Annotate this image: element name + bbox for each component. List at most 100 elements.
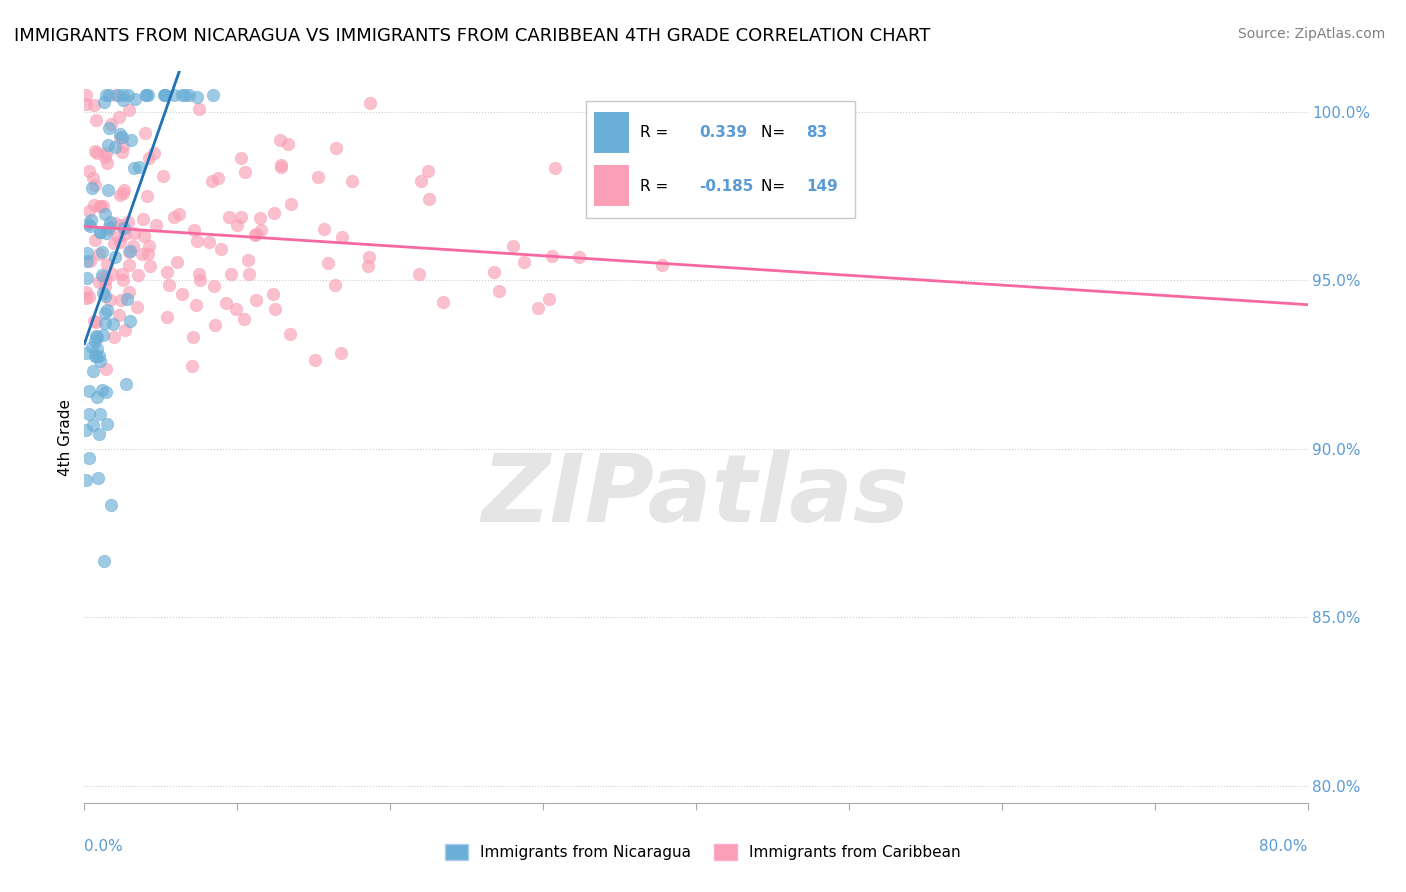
- Point: [359, 250, 381, 264]
- Point: [231, 151, 253, 165]
- Point: [408, 267, 430, 281]
- Point: [89, 225, 111, 239]
- Point: [110, 127, 132, 141]
- Point: [100, 117, 122, 131]
- Point: [323, 278, 346, 293]
- Point: [83, 314, 105, 328]
- Point: [77, 204, 100, 219]
- Point: [87, 247, 110, 261]
- Point: [110, 219, 132, 233]
- Point: [418, 193, 440, 207]
- Point: [502, 239, 524, 253]
- Point: [94, 384, 117, 399]
- Point: [218, 210, 240, 224]
- Point: [91, 328, 114, 343]
- Point: [98, 219, 121, 234]
- Point: [101, 318, 124, 332]
- Point: [537, 293, 560, 307]
- Point: [103, 236, 125, 251]
- Point: [82, 418, 104, 433]
- Point: [75, 423, 97, 437]
- Point: [96, 303, 118, 318]
- Point: [409, 174, 432, 188]
- Point: [166, 255, 188, 269]
- Point: [340, 174, 363, 188]
- Point: [108, 131, 131, 145]
- Point: [357, 259, 380, 273]
- Point: [82, 171, 104, 186]
- Point: [124, 92, 146, 106]
- Point: [98, 121, 121, 136]
- Point: [118, 313, 141, 327]
- Point: [186, 90, 208, 104]
- Point: [238, 268, 260, 282]
- Point: [110, 130, 132, 145]
- Point: [77, 164, 100, 178]
- Point: [80, 212, 103, 227]
- Point: [103, 250, 125, 264]
- Point: [89, 354, 111, 368]
- Point: [83, 198, 105, 212]
- Point: [142, 146, 165, 161]
- Point: [186, 235, 208, 249]
- Point: [91, 268, 114, 282]
- Point: [86, 145, 108, 160]
- Point: [89, 226, 111, 240]
- Point: [97, 138, 120, 153]
- Point: [75, 87, 97, 102]
- Point: [153, 87, 176, 102]
- Point: [76, 271, 98, 285]
- Point: [100, 267, 122, 281]
- Point: [100, 214, 122, 228]
- Point: [84, 349, 107, 363]
- Point: [201, 174, 224, 188]
- Point: [77, 384, 100, 399]
- Point: [304, 353, 326, 368]
- Point: [86, 342, 108, 356]
- Point: [94, 145, 117, 160]
- Point: [136, 87, 159, 102]
- Point: [112, 138, 135, 153]
- Point: [114, 182, 136, 196]
- Point: [104, 217, 127, 231]
- Point: [115, 293, 138, 307]
- Point: [79, 254, 101, 268]
- Point: [114, 323, 136, 337]
- Point: [76, 246, 98, 260]
- Point: [245, 227, 267, 241]
- Point: [122, 161, 145, 176]
- Point: [544, 161, 567, 176]
- Point: [118, 259, 141, 273]
- Point: [181, 329, 204, 343]
- Point: [204, 318, 226, 332]
- Point: [108, 188, 131, 202]
- Point: [488, 285, 510, 299]
- Point: [111, 186, 134, 200]
- Point: [118, 244, 141, 259]
- Point: [84, 349, 107, 363]
- Point: [236, 252, 259, 267]
- Point: [214, 296, 236, 310]
- Point: [93, 278, 115, 293]
- Point: [93, 199, 115, 213]
- Point: [138, 247, 160, 261]
- Point: [100, 498, 122, 512]
- Point: [96, 257, 118, 271]
- Point: [527, 301, 550, 315]
- Point: [111, 87, 134, 102]
- Point: [134, 126, 156, 140]
- Point: [86, 391, 108, 405]
- Point: [183, 223, 205, 237]
- Point: [138, 152, 160, 166]
- Point: [93, 316, 115, 330]
- Point: [83, 334, 105, 348]
- Point: [221, 267, 243, 281]
- Point: [180, 359, 202, 374]
- Point: [83, 178, 105, 192]
- Point: [96, 417, 118, 431]
- Text: ZIPatlas: ZIPatlas: [482, 450, 910, 541]
- Point: [269, 133, 291, 147]
- Point: [540, 249, 562, 263]
- Point: [145, 218, 167, 232]
- Point: [225, 301, 247, 316]
